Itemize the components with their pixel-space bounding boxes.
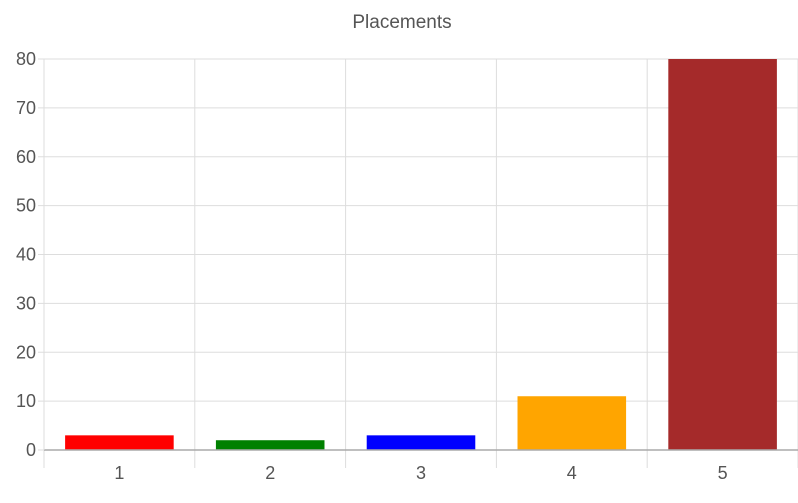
- bar-4[interactable]: [517, 396, 627, 450]
- y-tick-label: 40: [16, 245, 36, 265]
- chart-title: Placements: [352, 12, 451, 33]
- y-tick-label: 30: [16, 293, 36, 313]
- bar-2[interactable]: [215, 440, 325, 450]
- axis-layer: [43, 59, 798, 451]
- y-tick-label: 60: [16, 147, 36, 167]
- x-tick-label: 4: [567, 463, 577, 483]
- bar-layer: [65, 59, 777, 450]
- y-tick-label: 10: [16, 391, 36, 411]
- x-tick-label: 3: [416, 463, 426, 483]
- label-layer: 0 10 20 30 40 50 60 70 80 1 2 3 4 5: [16, 49, 728, 483]
- x-tick-label: 2: [265, 463, 275, 483]
- y-tick-label: 0: [26, 440, 36, 460]
- y-tick-label: 70: [16, 98, 36, 118]
- y-tick-label: 80: [16, 49, 36, 69]
- y-tick-label: 20: [16, 342, 36, 362]
- bar-1[interactable]: [65, 435, 174, 450]
- y-tick-label: 50: [16, 196, 36, 216]
- x-tick-label: 5: [718, 463, 728, 483]
- bar-5[interactable]: [668, 59, 777, 450]
- x-tick-label: 1: [114, 463, 124, 483]
- bar-3[interactable]: [366, 435, 476, 450]
